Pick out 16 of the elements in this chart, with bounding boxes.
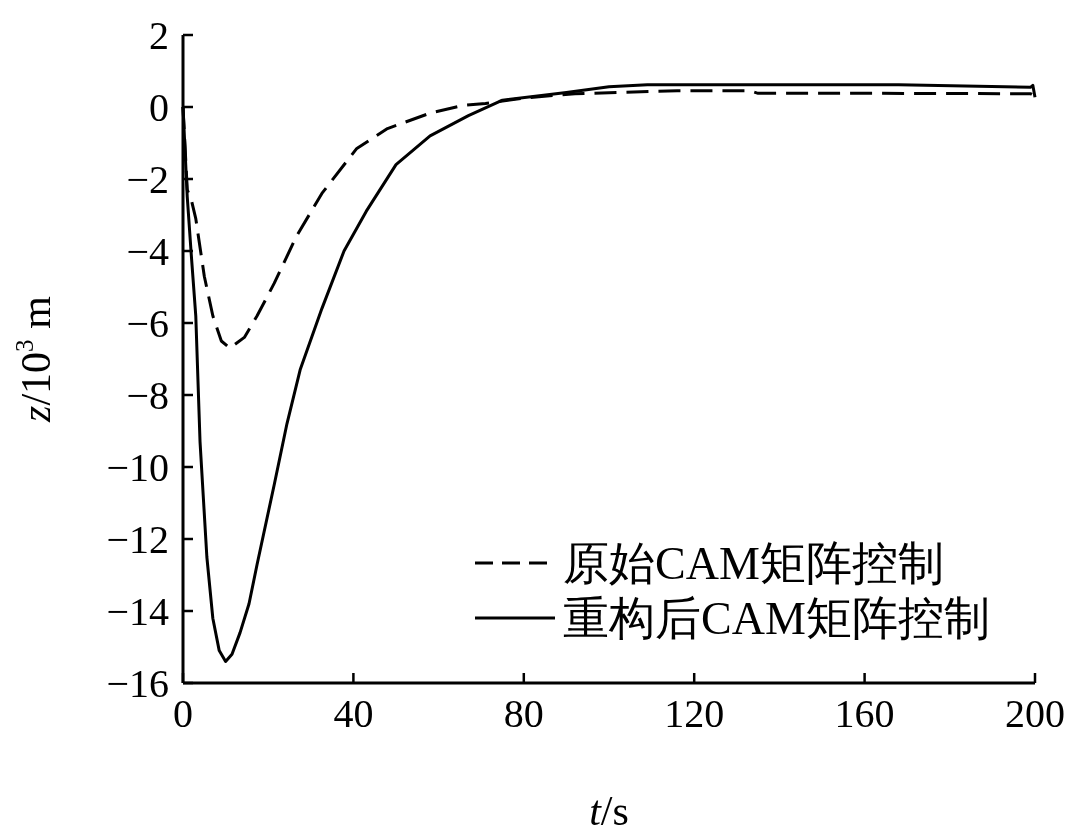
x-axis-title: t/s xyxy=(589,788,629,834)
x-tick-label: 120 xyxy=(664,691,725,736)
x-tick-label: 80 xyxy=(503,691,544,736)
y-tick-label: −10 xyxy=(106,445,169,490)
x-tick-label: 160 xyxy=(834,691,895,736)
y-tick-label: −6 xyxy=(126,301,169,346)
y-tick-label: −2 xyxy=(126,157,169,202)
y-tick-label: −14 xyxy=(106,589,169,634)
y-tick-label: −12 xyxy=(106,517,169,562)
y-tick-label: 0 xyxy=(149,85,169,130)
x-tick-label: 200 xyxy=(1005,691,1065,736)
y-tick-label: 2 xyxy=(149,13,169,58)
x-tick-label: 40 xyxy=(333,691,374,736)
y-tick-label: −16 xyxy=(106,661,169,706)
y-tick-label: −8 xyxy=(126,373,169,418)
y-tick-label: −4 xyxy=(126,229,169,274)
